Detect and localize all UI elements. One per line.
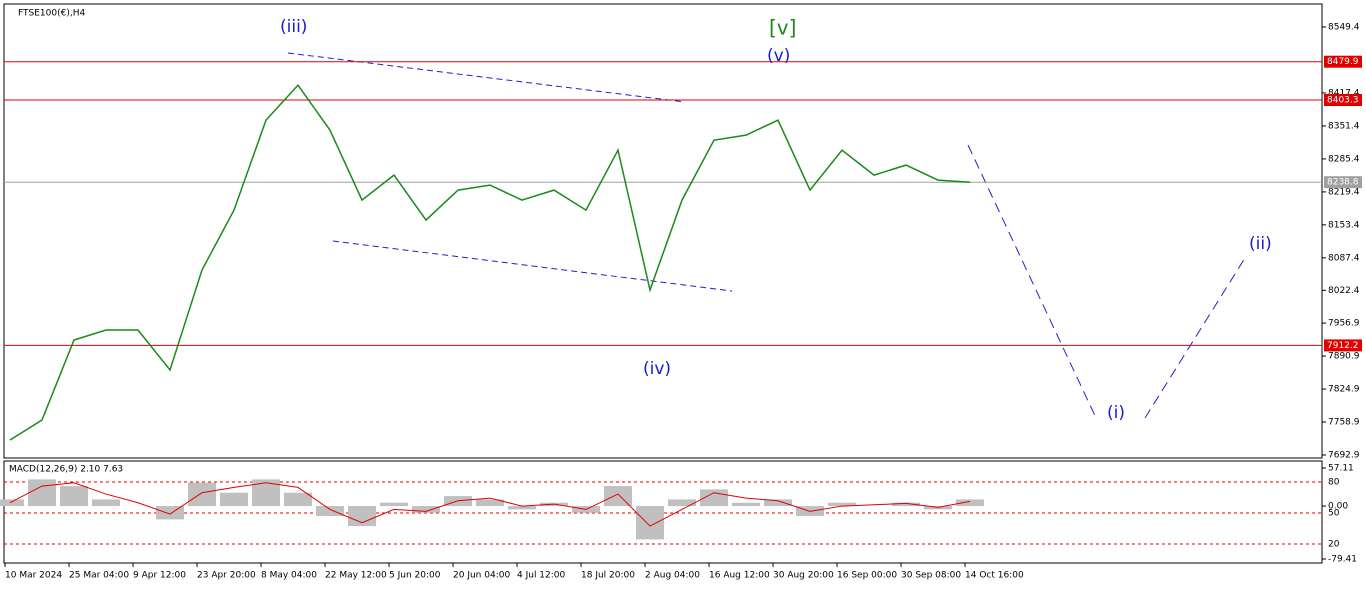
macd-bar [252,479,280,507]
macd-bar [0,499,24,507]
y-tick-label: 8022.4 [1328,286,1360,296]
trend-line [332,240,733,292]
chart-title: FTSE100(€),H4 [18,9,85,19]
annotation: (v) [767,46,790,66]
macd-bar [220,492,248,507]
x-tick-label: 30 Aug 20:00 [773,571,834,581]
annotation: (ii) [1249,234,1272,254]
macd-bar [348,506,376,527]
y-tick-label: 7758.9 [1328,418,1360,428]
macd-bar [284,492,312,507]
price-line [9,83,971,441]
projection-line [967,144,1098,421]
annotation: (iii) [280,17,307,37]
level-tag [1324,93,1362,106]
y-tick-label: 8087.4 [1328,253,1360,263]
x-tick-label: 10 Mar 2024 [5,571,62,581]
level-label: 8238.8 [1327,178,1359,188]
macd-bar [316,506,344,517]
level-tag [1324,176,1362,189]
annotation: (i) [1107,403,1125,423]
x-tick-label: 8 May 04:00 [261,571,317,581]
macd-bar [380,502,408,507]
level-label: 8403.3 [1327,95,1359,105]
x-tick-label: 5 Jun 20:00 [389,571,441,581]
level-label: 80 [1328,478,1340,488]
macd-bar [412,506,440,513]
y-tick-label: 7890.9 [1328,352,1360,362]
y-tick-label: 8549.4 [1328,22,1360,32]
y-tick-label: 8351.4 [1328,121,1360,131]
y-tick-label: -79.41 [1328,555,1357,565]
y-tick-label: 0.00 [1328,502,1348,512]
macd-bar [28,479,56,507]
level-label: 7912.2 [1327,341,1359,351]
y-tick-label: 8153.4 [1328,220,1360,230]
x-tick-label: 2 Aug 04:00 [645,571,700,581]
macd-bar [764,499,792,507]
macd-bar [60,486,88,507]
macd-bar [636,506,664,540]
macd-bar [732,502,760,507]
level-label: 8479.9 [1327,57,1359,67]
y-tick-label: 8219.4 [1328,187,1360,197]
macd-bar [604,486,632,507]
macd-bar [508,506,536,510]
macd-bar [92,499,120,507]
macd-bar [188,482,216,507]
signal-line [9,482,971,527]
annotation: (iv) [643,359,671,379]
level-label: 50 [1328,509,1340,519]
level-label: 20 [1328,540,1340,550]
x-tick-label: 25 Mar 04:00 [69,571,129,581]
y-tick-label: 8285.4 [1328,154,1360,164]
x-tick-label: 20 Jun 04:00 [453,571,510,581]
x-tick-label: 22 May 12:00 [325,571,387,581]
x-tick-label: 16 Aug 12:00 [709,571,770,581]
trend-line [287,52,686,103]
x-tick-label: 14 Oct 16:00 [965,571,1024,581]
macd-bar [956,499,984,507]
x-tick-label: 18 Jul 20:00 [581,571,635,581]
y-tick-label: 57.11 [1328,464,1354,474]
x-tick-label: 4 Jul 12:00 [517,571,566,581]
y-tick-label: 7824.9 [1328,385,1360,395]
y-tick-label: 8417.4 [1328,88,1360,98]
annotation: [v] [769,16,796,40]
x-tick-label: 30 Sep 08:00 [901,571,961,581]
x-tick-label: 9 Apr 12:00 [133,571,186,581]
x-tick-label: 16 Sep 00:00 [837,571,897,581]
macd-bar [476,499,504,507]
macd-bar [668,499,696,507]
macd-title: MACD(12,26,9) 2.10 7.63 [9,465,123,475]
y-tick-label: 7956.9 [1328,319,1360,329]
main-panel [3,3,1323,459]
macd-bar [892,502,920,507]
y-tick-label: 7692.9 [1328,451,1360,461]
macd-bar [828,502,856,507]
x-tick-label: 23 Apr 20:00 [197,571,256,581]
level-tag [1324,339,1362,352]
level-tag [1324,55,1362,68]
